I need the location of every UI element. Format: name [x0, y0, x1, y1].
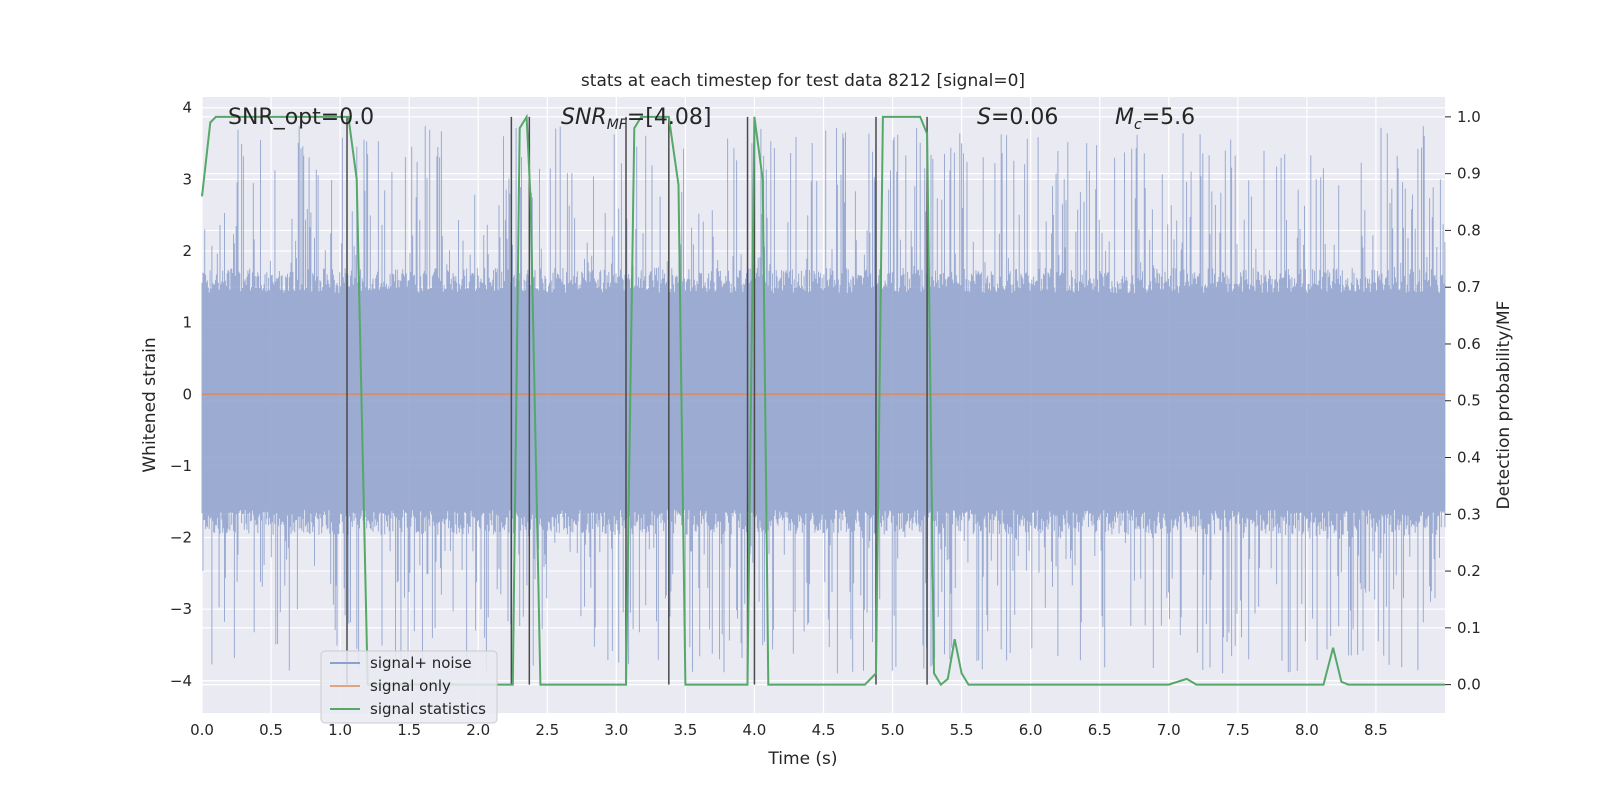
s-value: =0.06	[991, 105, 1058, 130]
x-tick-5: 2.5	[535, 721, 559, 739]
annotation-mc: Mc=5.6	[1115, 105, 1195, 133]
x-tick-17: 8.5	[1364, 721, 1388, 739]
annotation-snr-opt: SNR_opt=0.0	[228, 105, 374, 130]
legend-label-signal-statistics: signal statistics	[370, 700, 486, 718]
x-tick-9: 4.5	[812, 721, 836, 739]
y2-axis-label: Detection probability/MF	[1494, 301, 1514, 510]
x-tick-labels: 0.0 0.5 1.0 1.5 2.0 2.5 3.0 3.5 4.0 4.5 5.0 5.5 6.0 6…	[190, 721, 1388, 739]
annotation-s: S=0.06	[977, 105, 1058, 130]
x-tick-16: 8.0	[1295, 721, 1319, 739]
chart-title: stats at each timestep for test data 821…	[581, 71, 1025, 91]
x-axis-label: Time (s)	[767, 749, 837, 769]
y2-tick-7: 0.7	[1457, 278, 1481, 296]
x-tick-2: 1.0	[328, 721, 352, 739]
y2-tick-0: 0.0	[1457, 676, 1481, 694]
y2-tick-2: 0.2	[1457, 562, 1481, 580]
y2-tick-labels: 0.0 0.1 0.2 0.3 0.4 0.5 0.6 0.7 0.8 0.9 1.0	[1445, 108, 1481, 694]
annotation-snr-mf: SNRMF=[4.08]	[561, 105, 711, 133]
legend: signal+ noise signal only signal statist…	[320, 650, 498, 724]
y2-tick-1: 0.1	[1457, 619, 1481, 637]
x-tick-0: 0.0	[190, 721, 214, 739]
y2-tick-3: 0.3	[1457, 505, 1481, 523]
legend-label-signal-only: signal only	[370, 677, 451, 695]
mc-subscript: c	[1134, 117, 1142, 133]
y2-tick-8: 0.8	[1457, 221, 1481, 239]
x-tick-14: 7.0	[1157, 721, 1181, 739]
y2-tick-4: 0.4	[1457, 449, 1481, 467]
y-tick-2: −2	[170, 529, 192, 547]
boundary-lines	[346, 116, 928, 685]
x-tick-11: 5.5	[950, 721, 974, 739]
y-tick-labels: −4 −3 −2 −1 0 1 2 3 4	[170, 99, 192, 690]
x-tick-3: 1.5	[397, 721, 421, 739]
s-symbol: S	[977, 105, 991, 130]
series-signal-statistics	[201, 113, 1445, 687]
y2-tick-9: 0.9	[1457, 165, 1481, 183]
y-tick-4: 0	[182, 385, 192, 403]
y-tick-5: 1	[182, 314, 192, 332]
y-tick-8: 4	[182, 99, 192, 117]
y2-tick-10: 1.0	[1457, 108, 1481, 126]
y2-tick-5: 0.5	[1457, 392, 1481, 410]
x-tick-4: 2.0	[466, 721, 490, 739]
y-axis-label: Whitened strain	[140, 337, 160, 472]
x-tick-10: 5.0	[881, 721, 905, 739]
snr-mf-value: =[4.08]	[627, 105, 712, 130]
x-tick-6: 3.0	[604, 721, 628, 739]
mc-symbol: M	[1115, 105, 1134, 130]
x-tick-13: 6.5	[1088, 721, 1112, 739]
x-tick-1: 0.5	[259, 721, 283, 739]
snr-mf-symbol: SNR	[561, 105, 607, 130]
x-tick-12: 6.0	[1019, 721, 1043, 739]
y2-tick-6: 0.6	[1457, 335, 1481, 353]
mc-value: =5.6	[1142, 105, 1195, 130]
x-tick-15: 7.5	[1226, 721, 1250, 739]
legend-frame	[320, 650, 498, 724]
y-tick-0: −4	[170, 672, 192, 690]
y-tick-1: −3	[170, 600, 192, 618]
snr-mf-subscript: MF	[607, 117, 628, 133]
y-tick-7: 3	[182, 170, 192, 188]
y-tick-6: 2	[182, 242, 192, 260]
y-tick-3: −1	[170, 457, 192, 475]
x-tick-7: 3.5	[673, 721, 697, 739]
x-tick-8: 4.0	[743, 721, 767, 739]
legend-label-signal-noise: signal+ noise	[370, 654, 472, 672]
